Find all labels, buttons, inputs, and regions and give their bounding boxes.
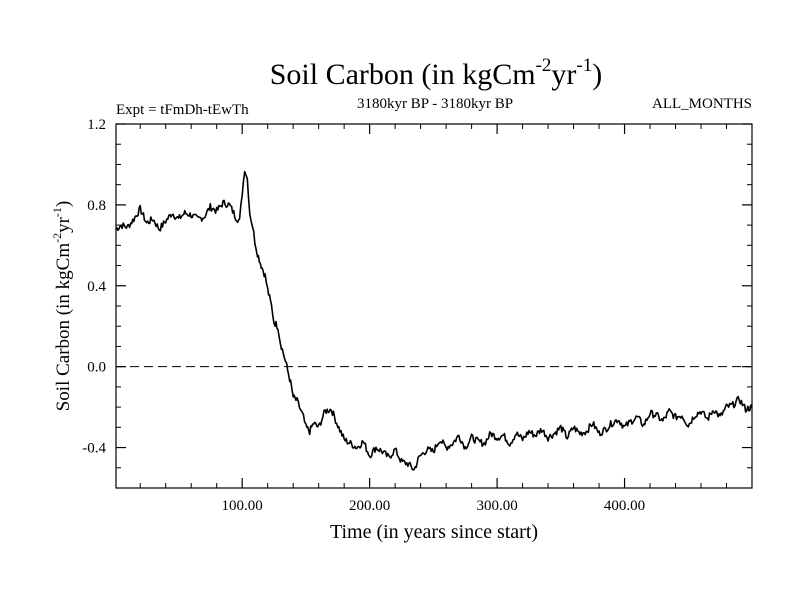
x-axis-label: Time (in years since start) <box>330 521 538 543</box>
chart-title-sup1: -2 <box>536 55 552 76</box>
x-tick-label: 300.00 <box>476 498 517 514</box>
y-tick-label: 1.2 <box>87 117 106 133</box>
chart-title-main: Soil Carbon (in kgCm <box>270 58 536 91</box>
experiment-label: Expt = tFmDh-tEwTh <box>116 102 249 118</box>
y-axis-label: Soil Carbon (in kgCm-2yr-1) <box>50 201 74 412</box>
y-tick-label: 0.0 <box>87 360 106 376</box>
y-axis-label-end: ) <box>53 201 74 207</box>
y-tick-label: -0.4 <box>82 441 106 457</box>
y-axis-ticks: -0.4 0.0 0.4 0.8 1.2 <box>82 117 752 457</box>
y-axis-label-sup2: -1 <box>50 207 64 217</box>
y-axis-label-sup1: -2 <box>50 233 64 243</box>
chart-title: Soil Carbon (in kgCm-2yr-1) <box>270 55 603 91</box>
chart-title-sup2: -1 <box>576 55 592 76</box>
months-label: ALL_MONTHS <box>652 96 752 112</box>
x-axis-ticks: 100.00 200.00 300.00 400.00 <box>222 124 645 514</box>
x-tick-label: 400.00 <box>604 498 645 514</box>
x-tick-label: 100.00 <box>222 498 263 514</box>
chart-title-mid: yr <box>551 58 576 91</box>
y-tick-label: 0.4 <box>87 279 106 295</box>
y-axis-label-main: Soil Carbon (in kgCm <box>53 243 74 412</box>
plot-frame <box>115 123 753 489</box>
y-axis-label-mid: yr <box>53 216 74 233</box>
x-tick-label: 200.00 <box>349 498 390 514</box>
chart-title-end: ) <box>592 58 602 91</box>
series-line-soil-carbon <box>115 170 753 471</box>
minor-ticks <box>116 124 752 489</box>
time-range-label: 3180kyr BP - 3180kyr BP <box>357 96 513 112</box>
y-tick-label: 0.8 <box>87 198 106 214</box>
